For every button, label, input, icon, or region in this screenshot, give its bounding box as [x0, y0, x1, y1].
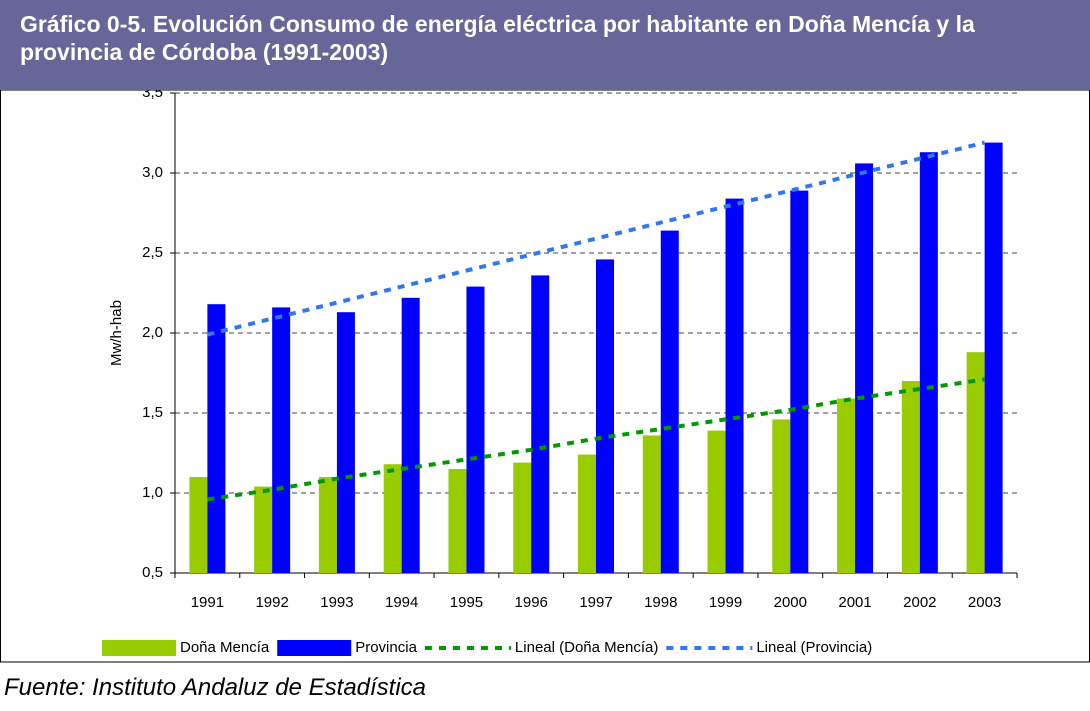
x-tick-label: 1997	[579, 594, 612, 611]
bar	[725, 198, 744, 573]
y-axis-label: Mw/h-hab	[108, 300, 125, 366]
bar	[772, 419, 791, 573]
bar	[642, 435, 661, 573]
bar	[855, 163, 874, 573]
source-note: Fuente: Instituto Andaluz de Estadística	[4, 674, 427, 701]
bar	[383, 464, 402, 573]
bar	[837, 398, 856, 573]
y-tick-label: 2,0	[142, 324, 163, 341]
bar	[531, 275, 550, 573]
x-tick-label: 1994	[385, 594, 418, 611]
y-tick-label: 3,0	[142, 164, 163, 181]
legend-label: Lineal (Doña Mencía)	[515, 639, 658, 656]
x-tick-label: 2002	[903, 594, 936, 611]
legend-swatch	[277, 640, 352, 656]
trend-line	[207, 377, 985, 502]
bar	[984, 142, 1003, 573]
bar	[401, 297, 420, 573]
x-tick-label: 1992	[255, 594, 288, 611]
chart-title: Gráfico 0-5. Evolución Consumo de energí…	[0, 0, 1090, 90]
bar	[466, 286, 485, 573]
x-tick-label: 2003	[968, 594, 1001, 611]
legend-swatch	[102, 640, 176, 656]
legend-label: Provincia	[355, 639, 417, 656]
bar	[966, 352, 985, 573]
bar	[448, 469, 467, 573]
bar	[272, 307, 291, 573]
y-tick-label: 1,0	[142, 484, 163, 501]
x-tick-label: 1995	[450, 594, 483, 611]
bar	[901, 381, 920, 573]
bar	[207, 304, 226, 573]
x-tick-label: 1999	[709, 594, 742, 611]
bar	[254, 486, 273, 573]
bar	[189, 477, 208, 573]
bar	[707, 430, 726, 573]
x-tick-label: 1996	[515, 594, 548, 611]
bar	[336, 312, 355, 573]
bar	[318, 477, 337, 573]
bar	[919, 152, 938, 573]
y-tick-label: 1,5	[142, 404, 163, 421]
legend-label: Doña Mencía	[180, 639, 270, 656]
x-tick-label: 1991	[191, 594, 224, 611]
x-tick-label: 2000	[774, 594, 807, 611]
x-tick-label: 2001	[838, 594, 871, 611]
bar	[513, 462, 532, 573]
bar	[578, 454, 596, 573]
bar	[790, 190, 809, 573]
x-tick-label: 1993	[320, 594, 353, 611]
y-tick-label: 0,5	[142, 564, 163, 581]
x-tick-label: 1998	[644, 594, 677, 611]
legend-label: Lineal (Provincia)	[756, 639, 872, 656]
y-tick-label: 2,5	[142, 244, 163, 261]
bar	[596, 259, 614, 573]
bar	[660, 230, 679, 573]
